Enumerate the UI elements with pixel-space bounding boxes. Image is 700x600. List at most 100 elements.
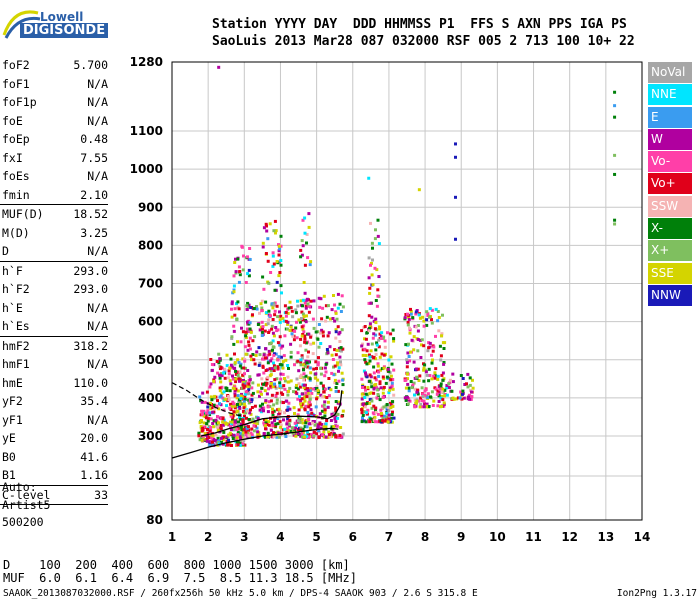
echo-point	[323, 408, 327, 412]
echo-point	[425, 318, 429, 322]
echo-point	[264, 418, 268, 422]
echo-point	[366, 342, 370, 346]
echo-point	[303, 291, 307, 295]
echo-point	[218, 395, 222, 399]
echo-point	[264, 427, 267, 431]
param-value: N/A	[87, 169, 108, 183]
echo-point	[336, 292, 340, 296]
echo-point	[391, 404, 395, 408]
param-name: foE	[2, 113, 23, 128]
param-row: hmF2 318.2	[0, 337, 112, 356]
echo-point	[374, 228, 377, 232]
echo-point	[233, 361, 237, 365]
echo-point	[301, 244, 305, 248]
echo-point	[258, 394, 261, 398]
echo-point	[374, 357, 378, 361]
echo-point	[248, 378, 252, 381]
echo-point	[320, 328, 324, 332]
echo-point	[242, 409, 245, 413]
echo-point	[613, 104, 617, 108]
echo-point	[288, 300, 292, 304]
echo-point	[275, 435, 279, 439]
echo-point	[442, 401, 446, 405]
echo-point	[266, 410, 270, 414]
echo-point	[422, 379, 426, 383]
echo-point	[323, 387, 327, 391]
echo-point	[321, 306, 325, 310]
echo-point	[366, 408, 370, 412]
echo-point	[208, 401, 212, 405]
echo-point	[368, 326, 371, 330]
echo-point	[246, 409, 249, 413]
echo-point	[321, 384, 325, 388]
echo-point	[390, 413, 394, 416]
echo-point	[320, 423, 324, 426]
echo-point	[332, 294, 335, 297]
digisonde-logo: Lowell DIGISONDE	[0, 0, 170, 52]
echo-point	[368, 391, 372, 395]
echo-point	[369, 381, 373, 385]
echo-point	[361, 386, 364, 389]
echo-point	[374, 317, 378, 321]
echo-point	[311, 421, 314, 425]
echo-point	[299, 360, 303, 364]
echo-point	[239, 397, 243, 400]
echo-point	[243, 414, 246, 418]
echo-point	[376, 394, 380, 398]
echo-point	[471, 386, 475, 390]
echo-point	[406, 312, 409, 316]
echo-point	[336, 412, 340, 416]
echo-point	[438, 390, 442, 394]
y-tick-label: 1000	[130, 162, 163, 176]
legend-item-vo: Vo-	[648, 151, 692, 173]
echo-point	[289, 306, 293, 310]
echo-point	[278, 318, 282, 322]
echo-point	[240, 366, 244, 370]
echo-point	[436, 389, 440, 393]
echo-point	[329, 388, 333, 392]
echo-point	[308, 400, 312, 404]
echo-point	[266, 431, 270, 435]
y-tick-label: 200	[138, 469, 163, 483]
echo-point	[323, 374, 327, 378]
logo-text-bottom: DIGISONDE	[20, 23, 109, 38]
plot-frame	[171, 61, 643, 521]
echo-point	[323, 414, 327, 418]
echo-point	[258, 361, 262, 365]
echo-point	[430, 353, 433, 357]
echo-point	[310, 391, 314, 395]
echo-point	[389, 374, 393, 378]
echo-point	[466, 385, 470, 389]
echo-point	[206, 428, 209, 431]
echo-point	[289, 355, 293, 359]
echo-point	[269, 369, 273, 373]
param-name: fmin	[2, 187, 30, 202]
echo-point	[426, 392, 430, 396]
echo-point	[301, 298, 305, 302]
echo-point	[439, 358, 443, 362]
echo-point	[232, 410, 236, 414]
echo-point	[222, 390, 226, 394]
echo-point	[388, 386, 392, 390]
echo-point	[253, 362, 257, 366]
echo-point	[295, 377, 299, 381]
echo-point	[307, 414, 311, 418]
echo-point	[262, 226, 266, 230]
echo-point	[316, 361, 320, 365]
echo-point	[219, 424, 223, 427]
echo-point	[231, 420, 235, 424]
echo-point	[278, 384, 282, 388]
echo-point	[276, 365, 280, 369]
echo-point	[263, 389, 267, 393]
echo-point	[434, 334, 437, 338]
echo-point	[328, 435, 332, 439]
echo-point	[281, 360, 285, 364]
echo-point	[260, 306, 264, 310]
echo-point	[260, 330, 264, 334]
echo-point	[308, 397, 312, 401]
x-tick-label: 6	[349, 530, 357, 544]
echo-point	[240, 392, 243, 396]
echo-point	[382, 377, 386, 381]
echo-point	[330, 308, 334, 312]
echo-point	[277, 355, 281, 359]
